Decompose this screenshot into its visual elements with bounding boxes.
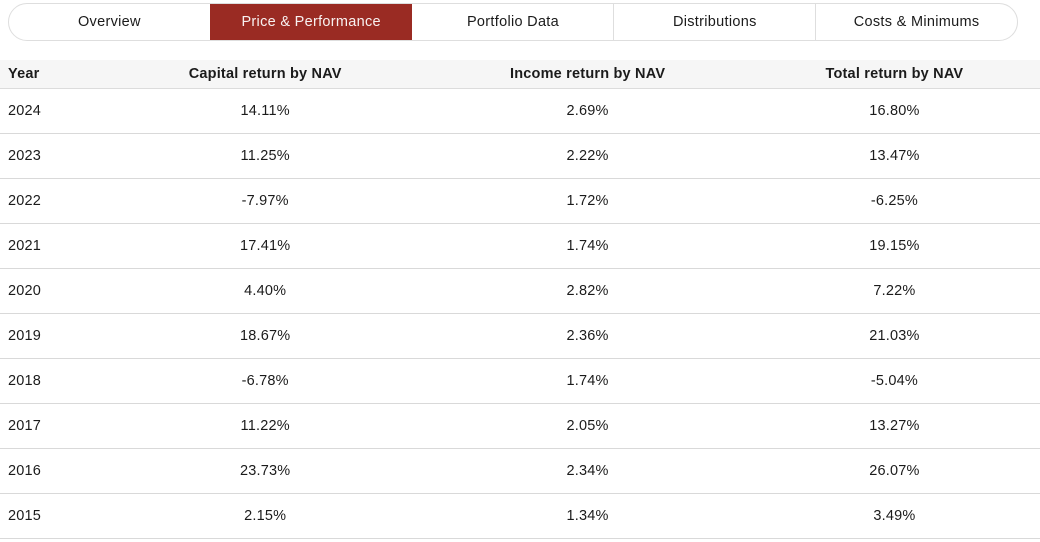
- total-return-cell: 7.22%: [748, 268, 1040, 314]
- column-header-income-return: Income return by NAV: [426, 60, 749, 89]
- income-return-cell: 2.34%: [426, 448, 749, 494]
- table-row: 2019 18.67% 2.36% 21.03%: [0, 313, 1040, 359]
- annual-returns-table-container: Year Capital return by NAV Income return…: [0, 60, 1040, 539]
- table-header-row: Year Capital return by NAV Income return…: [0, 60, 1040, 89]
- tab-distributions[interactable]: Distributions: [613, 4, 815, 40]
- total-return-cell: 13.47%: [748, 133, 1040, 179]
- capital-return-cell: 14.11%: [104, 88, 427, 134]
- table-row: 2016 23.73% 2.34% 26.07%: [0, 448, 1040, 494]
- capital-return-cell: 11.25%: [104, 133, 427, 179]
- income-return-cell: 1.74%: [426, 223, 749, 269]
- table-row: 2018 -6.78% 1.74% -5.04%: [0, 358, 1040, 404]
- total-return-cell: 16.80%: [748, 88, 1040, 134]
- table-row: 2021 17.41% 1.74% 19.15%: [0, 223, 1040, 269]
- total-return-cell: 21.03%: [748, 313, 1040, 359]
- annual-returns-table: Year Capital return by NAV Income return…: [0, 60, 1040, 539]
- year-cell: 2017: [0, 403, 104, 449]
- income-return-cell: 2.69%: [426, 88, 749, 134]
- total-return-cell: -6.25%: [748, 178, 1040, 224]
- total-return-cell: 13.27%: [748, 403, 1040, 449]
- total-return-cell: 3.49%: [748, 493, 1040, 539]
- capital-return-cell: 4.40%: [104, 268, 427, 314]
- capital-return-cell: 23.73%: [104, 448, 427, 494]
- year-cell: 2019: [0, 313, 104, 359]
- year-cell: 2018: [0, 358, 104, 404]
- table-row: 2020 4.40% 2.82% 7.22%: [0, 268, 1040, 314]
- tab-portfolio-data[interactable]: Portfolio Data: [466, 14, 560, 30]
- year-cell: 2015: [0, 493, 104, 539]
- year-cell: 2022: [0, 178, 104, 224]
- table-row: 2015 2.15% 1.34% 3.49%: [0, 493, 1040, 539]
- total-return-cell: 26.07%: [748, 448, 1040, 494]
- year-cell: 2021: [0, 223, 104, 269]
- capital-return-cell: 2.15%: [104, 493, 427, 539]
- income-return-cell: 2.82%: [426, 268, 749, 314]
- tab-bar: Overview Price & Performance Portfolio D…: [8, 3, 1018, 41]
- year-cell: 2024: [0, 88, 104, 134]
- capital-return-cell: 18.67%: [104, 313, 427, 359]
- capital-return-cell: -7.97%: [104, 178, 427, 224]
- income-return-cell: 2.22%: [426, 133, 749, 179]
- year-cell: 2016: [0, 448, 104, 494]
- capital-return-cell: 11.22%: [104, 403, 427, 449]
- capital-return-cell: 17.41%: [104, 223, 427, 269]
- income-return-cell: 1.34%: [426, 493, 749, 539]
- tab-price-performance[interactable]: Price & Performance: [209, 4, 412, 40]
- capital-return-cell: -6.78%: [104, 358, 427, 404]
- table-row: 2024 14.11% 2.69% 16.80%: [0, 88, 1040, 134]
- income-return-cell: 2.36%: [426, 313, 749, 359]
- column-header-total-return: Total return by NAV: [748, 60, 1040, 89]
- tab-overview[interactable]: Overview: [77, 14, 141, 30]
- total-return-cell: 19.15%: [748, 223, 1040, 269]
- column-header-capital-return: Capital return by NAV: [104, 60, 427, 89]
- income-return-cell: 1.74%: [426, 358, 749, 404]
- table-row: 2017 11.22% 2.05% 13.27%: [0, 403, 1040, 449]
- column-header-year: Year: [0, 60, 104, 89]
- income-return-cell: 1.72%: [426, 178, 749, 224]
- income-return-cell: 2.05%: [426, 403, 749, 449]
- year-cell: 2023: [0, 133, 104, 179]
- tab-costs-minimums[interactable]: Costs & Minimums: [815, 4, 1017, 40]
- table-row: 2022 -7.97% 1.72% -6.25%: [0, 178, 1040, 224]
- total-return-cell: -5.04%: [748, 358, 1040, 404]
- table-row: 2023 11.25% 2.22% 13.47%: [0, 133, 1040, 179]
- year-cell: 2020: [0, 268, 104, 314]
